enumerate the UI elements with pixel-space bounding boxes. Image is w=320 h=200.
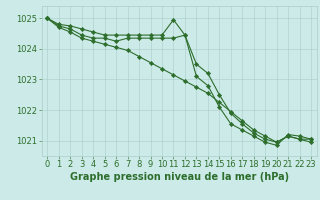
X-axis label: Graphe pression niveau de la mer (hPa): Graphe pression niveau de la mer (hPa) [70, 172, 289, 182]
